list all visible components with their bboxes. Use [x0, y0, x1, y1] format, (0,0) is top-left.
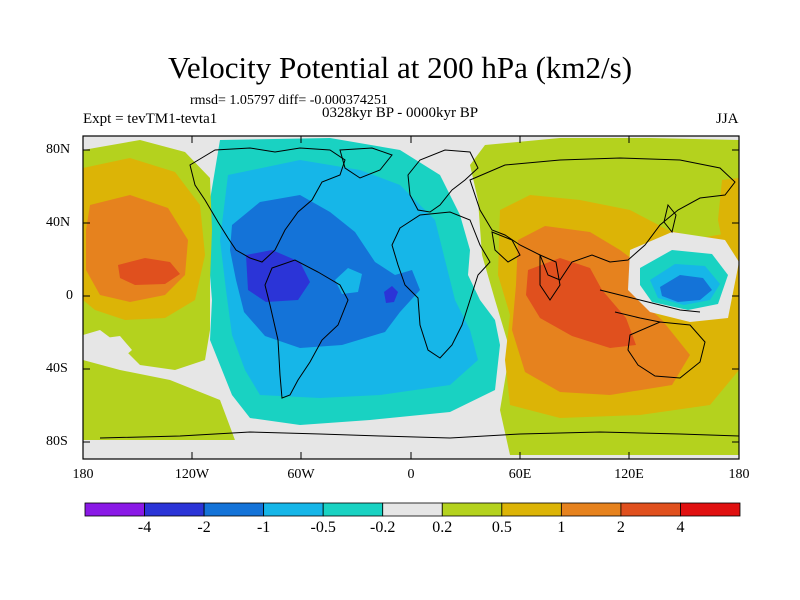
- colorbar-swatch: [560, 502, 622, 517]
- contour-wpac-2: [660, 275, 712, 302]
- contour-neg-2: [246, 250, 310, 302]
- contour-field: [83, 136, 739, 459]
- coast-north-america: [189, 147, 346, 263]
- lon-tick-label: 120E: [614, 467, 644, 482]
- contour-neg-1: [230, 195, 420, 348]
- coast-greenland: [339, 147, 393, 179]
- lat-tick-label: 80N: [46, 142, 71, 157]
- colorbar-label: 0.5: [491, 519, 512, 536]
- season-label: JJA: [716, 111, 739, 127]
- coast-arabia-india: [491, 231, 561, 301]
- colorbar-swatch: [382, 502, 443, 517]
- colorbar-swatch: [441, 502, 503, 517]
- experiment-label: Expt = tevTM1-tevta1: [83, 111, 218, 127]
- contour-pos-02-spac: [83, 360, 235, 440]
- coast-antarctica: [99, 431, 739, 439]
- lat-tick-label: 40S: [46, 361, 68, 376]
- colorbar-label: 1: [557, 519, 566, 536]
- coast-maritime-continent: [599, 289, 701, 323]
- colorbar-swatch: [620, 502, 681, 517]
- axis-ticks: [83, 136, 739, 459]
- lon-tick-label: 180: [728, 467, 750, 482]
- coast-africa: [391, 211, 491, 359]
- contour-pos-2-pac: [118, 258, 180, 285]
- lat-tick-label: 80S: [46, 434, 68, 449]
- coast-europe: [407, 149, 479, 213]
- period-label: 0328kyr BP - 0000kyr BP: [322, 105, 479, 121]
- colorbar-swatch: [322, 502, 384, 517]
- colorbar-swatch: [501, 502, 562, 517]
- colorbar-swatch: [144, 502, 205, 517]
- lon-tick-label: 120W: [174, 467, 210, 482]
- lon-tick-label: 0: [407, 467, 415, 482]
- rmsd-diff-stats: rmsd= 1.05797 diff= -0.000374251: [190, 93, 388, 108]
- coastlines: [99, 147, 739, 439]
- lat-tick-label: 0: [66, 288, 73, 303]
- coast-japan: [663, 203, 677, 234]
- colorbar-swatch: [84, 502, 145, 517]
- lat-tick-label: 40N: [46, 215, 71, 230]
- colorbar-swatch: [203, 502, 265, 517]
- colorbar-label: 2: [616, 519, 625, 536]
- coast-australia: [627, 321, 706, 379]
- contour-antarctic: [230, 415, 505, 459]
- colorbar: [84, 502, 741, 517]
- lon-tick-label: 60W: [287, 467, 315, 482]
- lon-tick-label: 180: [72, 467, 94, 482]
- colorbar-swatch: [263, 502, 324, 517]
- contour-pos-2-east: [526, 258, 636, 348]
- colorbar-swatch: [680, 502, 741, 517]
- coast-asia: [469, 157, 736, 281]
- contour-neg-2b: [384, 286, 398, 303]
- lon-tick-label: 60E: [508, 467, 532, 482]
- colorbar-label: -0.5: [310, 519, 336, 536]
- colorbar-label: -2: [197, 519, 211, 536]
- colorbar-label: -1: [256, 519, 271, 536]
- colorbar-label: -0.2: [370, 519, 396, 536]
- coast-south-america: [264, 259, 349, 399]
- colorbar-label: 0.2: [432, 519, 453, 536]
- colorbar-label: 4: [676, 519, 685, 536]
- contour-gap-spac: [90, 336, 132, 362]
- plot-title: Velocity Potential at 200 hPa (km2/s): [167, 50, 633, 85]
- colorbar-label: -4: [137, 519, 152, 536]
